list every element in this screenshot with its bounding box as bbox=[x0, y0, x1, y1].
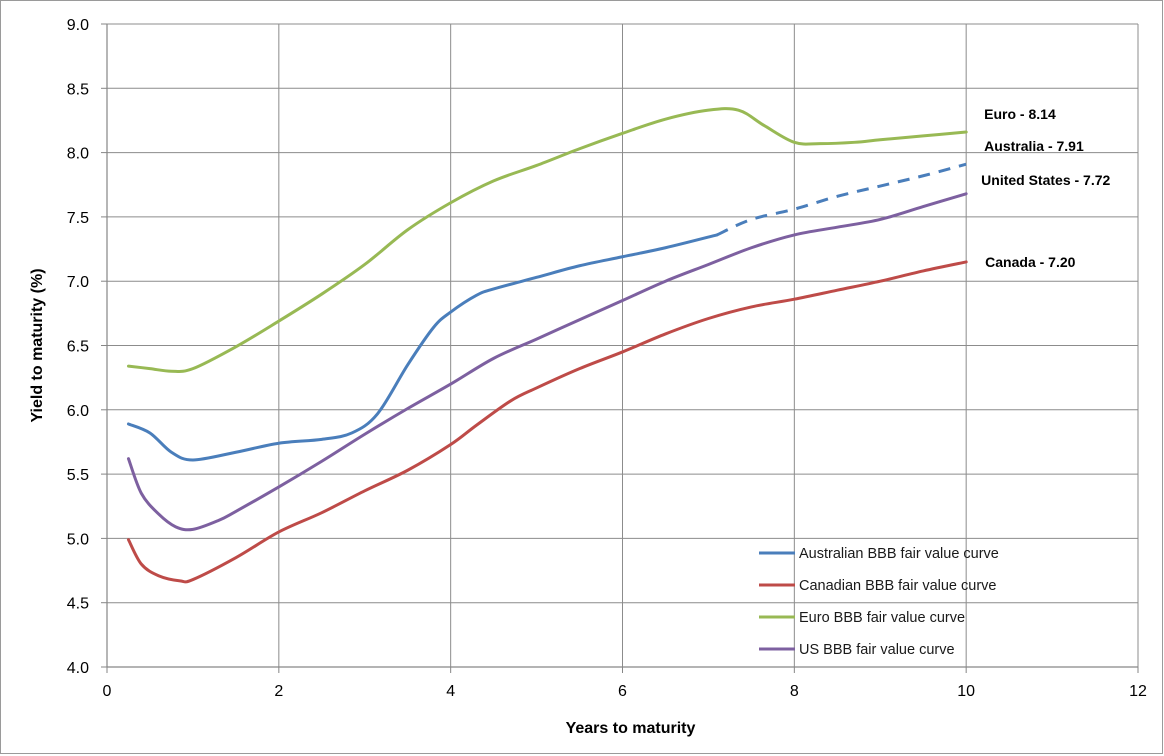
legend-entry: US BBB fair value curve bbox=[799, 642, 955, 658]
series-end-label: United States - 7.72 bbox=[981, 172, 1110, 188]
y-tick-label: 4.5 bbox=[67, 596, 89, 613]
y-tick-label: 6.5 bbox=[67, 339, 89, 356]
y-tick-label: 5.0 bbox=[67, 531, 89, 548]
end-labels: Euro - 8.14 Australia - 7.91 United States… bbox=[981, 106, 1110, 270]
y-tick-label: 7.0 bbox=[67, 274, 89, 291]
x-tick-label: 10 bbox=[957, 683, 975, 700]
x-tick-label: 6 bbox=[618, 683, 627, 700]
legend-entry: Euro BBB fair value curve bbox=[799, 610, 965, 626]
x-tick-label: 2 bbox=[274, 683, 283, 700]
legend-entry: Canadian BBB fair value curve bbox=[799, 578, 996, 594]
y-tick-label: 6.0 bbox=[67, 403, 89, 420]
x-tick-label: 8 bbox=[790, 683, 799, 700]
series-line-us bbox=[126, 192, 968, 532]
series-line-australian bbox=[126, 233, 719, 462]
x-tick-label: 4 bbox=[446, 683, 455, 700]
legend: Australian BBB fair value curve Canadian … bbox=[759, 546, 999, 658]
y-tick-label: 5.5 bbox=[67, 467, 89, 484]
series-lines bbox=[126, 107, 968, 584]
tick-labels: 0 2 4 6 8 10 12 4.0 4.5 5.0 5.5 6.0 6.5 7.0 7.5 8.0 8.5 9… bbox=[67, 17, 1147, 700]
y-axis-title: Yield to maturity (%) bbox=[29, 268, 46, 422]
series-line-canadian bbox=[126, 260, 968, 584]
series-line-australian-dashed bbox=[716, 162, 967, 237]
y-tick-label: 8.5 bbox=[67, 81, 89, 98]
axes bbox=[101, 23, 1139, 673]
x-tick-label: 0 bbox=[103, 683, 112, 700]
y-tick-label: 9.0 bbox=[67, 17, 89, 34]
series-line-euro bbox=[126, 107, 968, 373]
y-tick-label: 7.5 bbox=[67, 210, 89, 227]
y-tick-label: 4.0 bbox=[67, 660, 89, 677]
legend-entry: Australian BBB fair value curve bbox=[799, 546, 999, 562]
series-end-label: Australia - 7.91 bbox=[984, 138, 1084, 154]
series-end-label: Canada - 7.20 bbox=[985, 254, 1075, 270]
y-tick-label: 8.0 bbox=[67, 146, 89, 163]
x-axis-title: Years to maturity bbox=[566, 720, 696, 737]
x-tick-label: 12 bbox=[1129, 683, 1147, 700]
series-end-label: Euro - 8.14 bbox=[984, 106, 1056, 122]
